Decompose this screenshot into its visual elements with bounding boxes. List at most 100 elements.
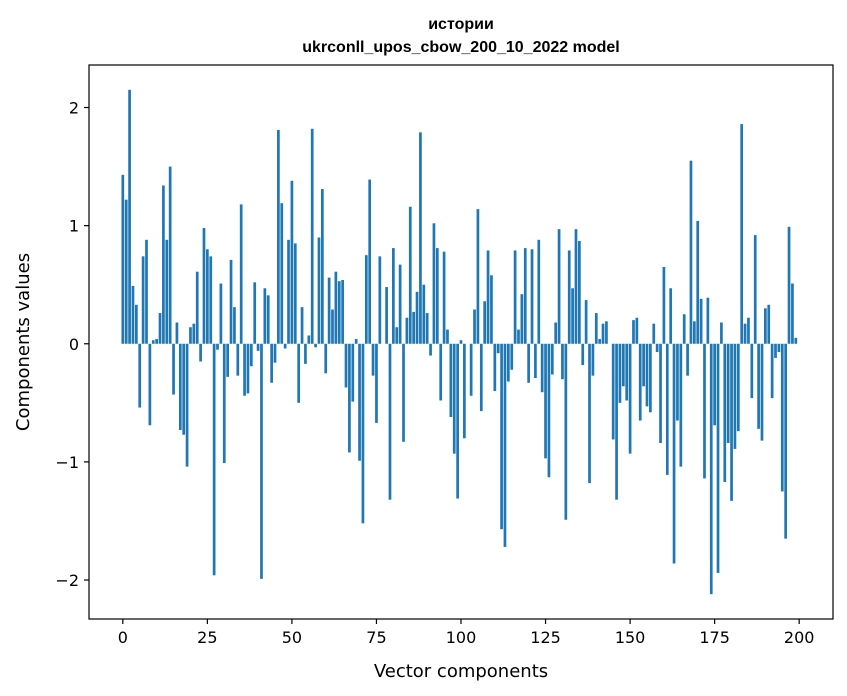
bar	[550, 343, 554, 375]
x-axis-label: Vector components	[374, 661, 548, 682]
bar	[209, 256, 213, 344]
bar	[449, 343, 453, 418]
bar	[307, 335, 311, 344]
bar	[601, 323, 605, 344]
bar	[320, 189, 324, 344]
bar	[348, 343, 351, 453]
bar	[659, 343, 662, 443]
bar	[506, 343, 510, 382]
bar	[686, 343, 689, 376]
bar	[435, 248, 439, 344]
bar	[260, 343, 263, 579]
bar	[412, 311, 416, 344]
bar	[500, 343, 503, 530]
bar	[141, 256, 145, 344]
bar	[195, 271, 199, 344]
bar	[419, 132, 422, 344]
bar	[290, 180, 294, 344]
bar	[540, 343, 544, 393]
bar	[672, 343, 676, 564]
bar	[378, 256, 382, 344]
bar	[334, 271, 338, 344]
x-tick-label: 25	[197, 628, 217, 647]
bar	[486, 250, 490, 344]
bar	[314, 343, 317, 348]
bar	[341, 279, 344, 344]
bar	[358, 343, 361, 461]
bar	[324, 343, 328, 374]
bar	[280, 203, 284, 344]
bar	[598, 339, 602, 344]
bar	[121, 174, 125, 344]
bar	[564, 343, 568, 520]
bar	[405, 317, 409, 344]
y-tick-label: 0	[69, 335, 79, 354]
bar	[780, 343, 784, 492]
bar	[655, 343, 659, 353]
bar	[554, 322, 558, 344]
bar	[408, 206, 412, 344]
bar	[368, 179, 372, 344]
bar	[402, 343, 405, 442]
bar	[503, 343, 507, 547]
bar	[791, 283, 794, 344]
bar	[270, 343, 273, 383]
bars-group	[121, 89, 798, 595]
bar	[297, 343, 301, 403]
bar	[392, 248, 395, 344]
y-tick-label: 2	[69, 99, 79, 118]
bar	[162, 185, 165, 344]
bar	[446, 329, 449, 344]
bar	[618, 343, 622, 403]
bar	[476, 209, 480, 344]
bar	[665, 343, 669, 475]
bar	[611, 343, 615, 440]
bar	[134, 304, 138, 344]
bar	[206, 249, 209, 344]
bar	[425, 313, 429, 344]
bar	[615, 343, 618, 500]
bar	[716, 343, 720, 573]
bar	[172, 343, 175, 395]
bar	[469, 343, 473, 396]
bar	[770, 343, 774, 399]
bar	[351, 343, 355, 402]
bar	[520, 294, 524, 344]
bar	[578, 241, 581, 344]
bar	[243, 343, 246, 396]
bar	[750, 343, 754, 399]
bar	[182, 343, 186, 435]
bar	[669, 288, 673, 344]
bar	[229, 259, 233, 344]
bar	[642, 343, 645, 387]
bar	[527, 343, 530, 383]
bar	[720, 322, 723, 344]
bar	[547, 343, 551, 478]
plot-frame	[88, 64, 834, 620]
bar	[479, 343, 483, 412]
bar	[253, 282, 257, 344]
bar	[740, 124, 744, 344]
bar	[774, 343, 777, 358]
bar	[530, 249, 534, 344]
x-axis-ticks: 0 25 50 75 100 125 150 175 200	[118, 619, 814, 647]
bar	[283, 343, 287, 349]
bar	[794, 337, 798, 344]
bar	[567, 250, 571, 344]
bar	[513, 250, 517, 344]
bar	[473, 309, 476, 344]
bar	[202, 228, 206, 344]
bar	[523, 248, 527, 344]
bar	[635, 317, 639, 344]
bar	[344, 343, 348, 388]
bar	[273, 343, 277, 363]
x-tick-label: 175	[699, 628, 730, 647]
y-tick-label: −1	[55, 453, 79, 472]
bar	[743, 323, 747, 344]
bar	[537, 239, 541, 344]
bar	[310, 128, 314, 344]
bar	[764, 308, 767, 344]
bar	[266, 295, 270, 344]
bar	[534, 343, 537, 379]
bar	[337, 281, 341, 344]
